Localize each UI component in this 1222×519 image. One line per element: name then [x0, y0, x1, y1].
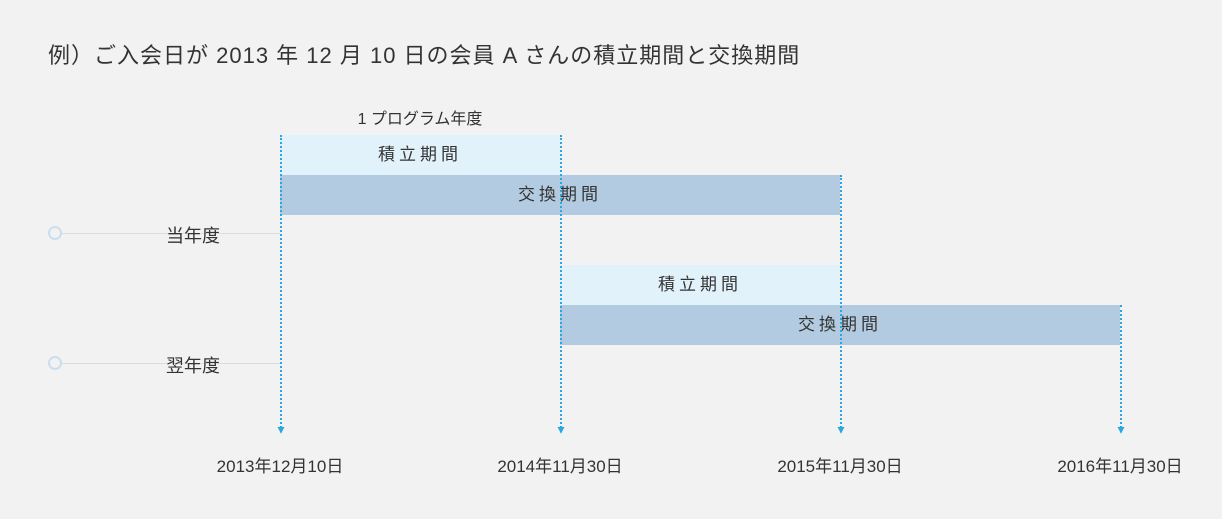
program-year-label: 1 プログラム年度	[280, 105, 560, 129]
chevron-down-icon: ▾	[557, 422, 564, 436]
date-label-3: 2016年11月30日	[1057, 452, 1182, 477]
accumulation-bar-y1: 積立期間	[280, 135, 560, 175]
accumulation-bar-y2: 積立期間	[560, 265, 840, 305]
chevron-down-icon: ▾	[837, 422, 844, 436]
date-label-1: 2014年11月30日	[497, 452, 622, 477]
dropline-0	[280, 135, 282, 428]
row2-label: 翌年度	[0, 352, 220, 378]
timeline-diagram: 例）ご入会日が 2013 年 12 月 10 日の会員 A さんの積立期間と交換…	[0, 0, 1222, 519]
dropline-1	[560, 135, 562, 428]
dropline-2	[840, 175, 842, 428]
page-title: 例）ご入会日が 2013 年 12 月 10 日の会員 A さんの積立期間と交換…	[48, 38, 800, 70]
dropline-3	[1120, 305, 1122, 428]
chevron-down-icon: ▾	[277, 422, 284, 436]
row1-label: 当年度	[0, 222, 220, 248]
date-label-2: 2015年11月30日	[777, 452, 902, 477]
chevron-down-icon: ▾	[1117, 422, 1124, 436]
date-label-0: 2013年12月10日	[217, 452, 344, 477]
